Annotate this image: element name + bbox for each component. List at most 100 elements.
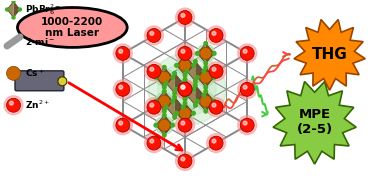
- FancyBboxPatch shape: [15, 71, 64, 91]
- Circle shape: [12, 16, 15, 19]
- Circle shape: [19, 8, 22, 11]
- Circle shape: [194, 103, 197, 107]
- Circle shape: [181, 105, 185, 109]
- Polygon shape: [156, 115, 164, 135]
- Circle shape: [6, 66, 20, 80]
- Polygon shape: [195, 85, 204, 105]
- Ellipse shape: [176, 104, 194, 122]
- Circle shape: [212, 139, 216, 143]
- Circle shape: [181, 49, 185, 53]
- Polygon shape: [206, 67, 214, 87]
- Circle shape: [179, 83, 191, 95]
- Text: PbBr$_6^{2-}$: PbBr$_6^{2-}$: [25, 2, 62, 17]
- Circle shape: [173, 115, 177, 119]
- Circle shape: [185, 93, 189, 97]
- Circle shape: [147, 136, 161, 150]
- Circle shape: [9, 101, 13, 105]
- Polygon shape: [294, 20, 365, 90]
- Circle shape: [192, 63, 195, 67]
- Circle shape: [171, 123, 175, 127]
- Circle shape: [183, 98, 187, 101]
- Ellipse shape: [176, 56, 194, 74]
- Circle shape: [209, 100, 223, 114]
- Circle shape: [178, 154, 192, 168]
- Polygon shape: [166, 73, 175, 93]
- Circle shape: [207, 98, 226, 117]
- Text: Zn$^{2+}$: Zn$^{2+}$: [25, 99, 50, 112]
- Circle shape: [144, 134, 163, 153]
- Circle shape: [119, 121, 123, 125]
- Circle shape: [195, 99, 199, 103]
- Circle shape: [204, 66, 208, 69]
- Polygon shape: [166, 97, 175, 117]
- Circle shape: [243, 121, 247, 125]
- Polygon shape: [177, 103, 185, 123]
- Circle shape: [202, 70, 206, 73]
- Circle shape: [181, 13, 185, 17]
- Circle shape: [212, 31, 216, 35]
- Polygon shape: [185, 79, 194, 99]
- Circle shape: [238, 80, 257, 99]
- Circle shape: [183, 74, 187, 77]
- Circle shape: [175, 44, 195, 63]
- Circle shape: [163, 133, 166, 137]
- Circle shape: [179, 59, 191, 71]
- Circle shape: [192, 111, 195, 115]
- Circle shape: [163, 66, 166, 69]
- Circle shape: [173, 95, 177, 99]
- Circle shape: [116, 82, 130, 96]
- Circle shape: [116, 46, 130, 60]
- Circle shape: [204, 89, 208, 93]
- Circle shape: [243, 85, 247, 89]
- Circle shape: [212, 67, 216, 71]
- Polygon shape: [164, 115, 173, 135]
- Circle shape: [175, 116, 195, 135]
- Circle shape: [192, 87, 195, 91]
- Circle shape: [119, 85, 123, 89]
- Circle shape: [163, 113, 166, 117]
- Circle shape: [150, 139, 154, 143]
- Polygon shape: [206, 43, 214, 63]
- Circle shape: [238, 116, 257, 135]
- Polygon shape: [195, 61, 204, 81]
- Circle shape: [6, 98, 20, 112]
- Ellipse shape: [197, 68, 215, 86]
- Polygon shape: [197, 43, 206, 63]
- Polygon shape: [7, 1, 14, 17]
- Circle shape: [154, 75, 158, 79]
- Circle shape: [158, 95, 170, 107]
- Circle shape: [144, 26, 163, 45]
- Polygon shape: [187, 85, 195, 105]
- Circle shape: [175, 87, 178, 91]
- Polygon shape: [164, 67, 173, 87]
- Polygon shape: [175, 97, 183, 117]
- Circle shape: [150, 31, 154, 35]
- Circle shape: [175, 80, 195, 99]
- Circle shape: [207, 134, 226, 153]
- Circle shape: [173, 91, 177, 95]
- Circle shape: [240, 118, 254, 132]
- Ellipse shape: [155, 116, 173, 134]
- Circle shape: [178, 46, 192, 60]
- Text: 1000-2200
nm Laser: 1000-2200 nm Laser: [41, 17, 104, 38]
- Ellipse shape: [197, 92, 215, 110]
- Circle shape: [173, 72, 177, 75]
- Circle shape: [181, 121, 185, 125]
- Circle shape: [144, 98, 163, 117]
- Circle shape: [181, 82, 185, 85]
- Circle shape: [209, 136, 223, 150]
- Polygon shape: [187, 61, 195, 81]
- Circle shape: [207, 62, 226, 81]
- Circle shape: [158, 119, 170, 131]
- Circle shape: [179, 107, 191, 119]
- Polygon shape: [197, 91, 206, 111]
- Circle shape: [212, 52, 216, 55]
- Polygon shape: [206, 91, 214, 111]
- Circle shape: [200, 47, 212, 59]
- Circle shape: [204, 42, 208, 45]
- Circle shape: [116, 118, 130, 132]
- Circle shape: [212, 99, 216, 103]
- Ellipse shape: [148, 53, 226, 125]
- Circle shape: [4, 96, 23, 115]
- Circle shape: [194, 60, 197, 63]
